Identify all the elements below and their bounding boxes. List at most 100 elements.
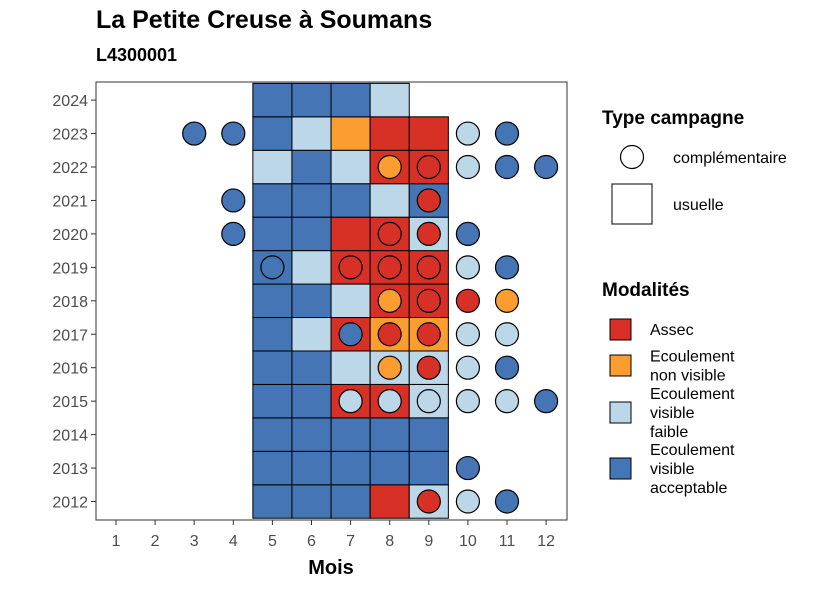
point: [494, 288, 520, 313]
tile: [408, 417, 449, 452]
tile: [291, 149, 332, 185]
point: [416, 389, 441, 414]
tile: [252, 149, 293, 185]
point: [416, 288, 441, 313]
x-tick-label: 8: [385, 533, 394, 550]
point: [455, 489, 480, 514]
tile: [252, 383, 293, 419]
point: [377, 389, 402, 414]
x-tick-label: 12: [537, 533, 555, 550]
tile: [330, 417, 371, 452]
point: [377, 221, 402, 246]
tile: [291, 450, 332, 486]
tile: [291, 250, 332, 285]
y-tick-label: 2020: [52, 227, 88, 244]
legend-fill-label: Assec: [650, 322, 694, 339]
legend: Type campagne complémentaire usuelle Modali…: [602, 108, 787, 497]
point: [416, 154, 441, 180]
point: [221, 121, 246, 146]
point: [416, 221, 441, 246]
point: [377, 355, 402, 380]
point: [455, 355, 480, 380]
legend-fill-label: faible: [650, 424, 688, 441]
y-tick-label: 2014: [52, 428, 88, 445]
tile: [291, 350, 332, 385]
legend-fill-key: [609, 457, 632, 480]
x-tick-label: 11: [499, 533, 516, 550]
tile: [369, 116, 410, 151]
point: [221, 221, 246, 246]
x-tick-label: 3: [190, 533, 199, 550]
point: [494, 322, 520, 347]
tile: [330, 283, 371, 319]
tile: [291, 317, 332, 352]
point: [494, 389, 520, 414]
x-tick-label: 10: [459, 533, 477, 550]
legend-fill-label: acceptable: [650, 480, 727, 497]
point: [416, 188, 441, 213]
tile: [369, 417, 410, 452]
point: [455, 154, 480, 180]
tile: [252, 116, 293, 151]
legend-fill-key: [609, 318, 632, 341]
point: [494, 154, 520, 180]
usuelle-tiles: [252, 82, 449, 519]
legend-fill-label: Ecoulement: [650, 349, 735, 366]
point: [416, 489, 441, 514]
axes: 1 2 3 4 5 6 7 8 9 10 11 122012201320142015201620172…: [52, 93, 555, 550]
y-tick-label: 2013: [52, 461, 88, 478]
x-tick-label: 1: [112, 533, 121, 550]
legend-shape-label: usuelle: [673, 197, 724, 214]
x-tick-label: 6: [307, 533, 316, 550]
x-tick-label: 4: [229, 533, 238, 550]
y-tick-label: 2012: [52, 495, 88, 512]
point: [377, 322, 402, 347]
point: [416, 355, 441, 380]
point: [455, 221, 480, 246]
tile: [252, 183, 293, 218]
legend-fill-title: Modalités: [602, 280, 690, 301]
x-tick-label: 2: [151, 533, 160, 550]
point: [416, 255, 441, 280]
tile: [291, 216, 332, 252]
tile: [291, 417, 332, 452]
tile: [291, 383, 332, 419]
y-tick-label: 2018: [52, 294, 88, 311]
y-tick-label: 2015: [52, 394, 88, 411]
tile: [252, 216, 293, 252]
x-tick-label: 5: [268, 533, 277, 550]
tile: [252, 350, 293, 385]
chart-title: La Petite Creuse à Soumans: [96, 6, 433, 34]
tile: [330, 183, 371, 218]
legend-fill-label: Ecoulement: [650, 386, 735, 403]
point: [182, 121, 207, 146]
tile: [291, 183, 332, 218]
point: [494, 255, 520, 280]
tile: [252, 283, 293, 319]
tile: [330, 216, 371, 252]
y-tick-label: 2016: [52, 361, 88, 378]
tile: [291, 82, 332, 118]
x-tick-label: 7: [346, 533, 355, 550]
point: [338, 322, 363, 347]
tile: [330, 82, 371, 118]
point: [455, 322, 480, 347]
point: [455, 255, 480, 280]
point: [221, 188, 246, 213]
legend-square-key: [611, 183, 653, 225]
tile: [291, 484, 332, 519]
legend-shape-title: Type campagne: [602, 108, 744, 129]
y-tick-label: 2023: [52, 127, 88, 144]
tile: [252, 450, 293, 486]
legend-fill-label: non visible: [650, 368, 726, 385]
tile: [369, 450, 410, 486]
tile: [408, 116, 449, 151]
point: [494, 355, 520, 380]
x-tick-label: 9: [424, 533, 433, 550]
tile: [369, 484, 410, 519]
legend-fill-label: visible: [650, 461, 695, 478]
point: [338, 255, 363, 280]
tile: [369, 183, 410, 218]
tile: [408, 450, 449, 486]
